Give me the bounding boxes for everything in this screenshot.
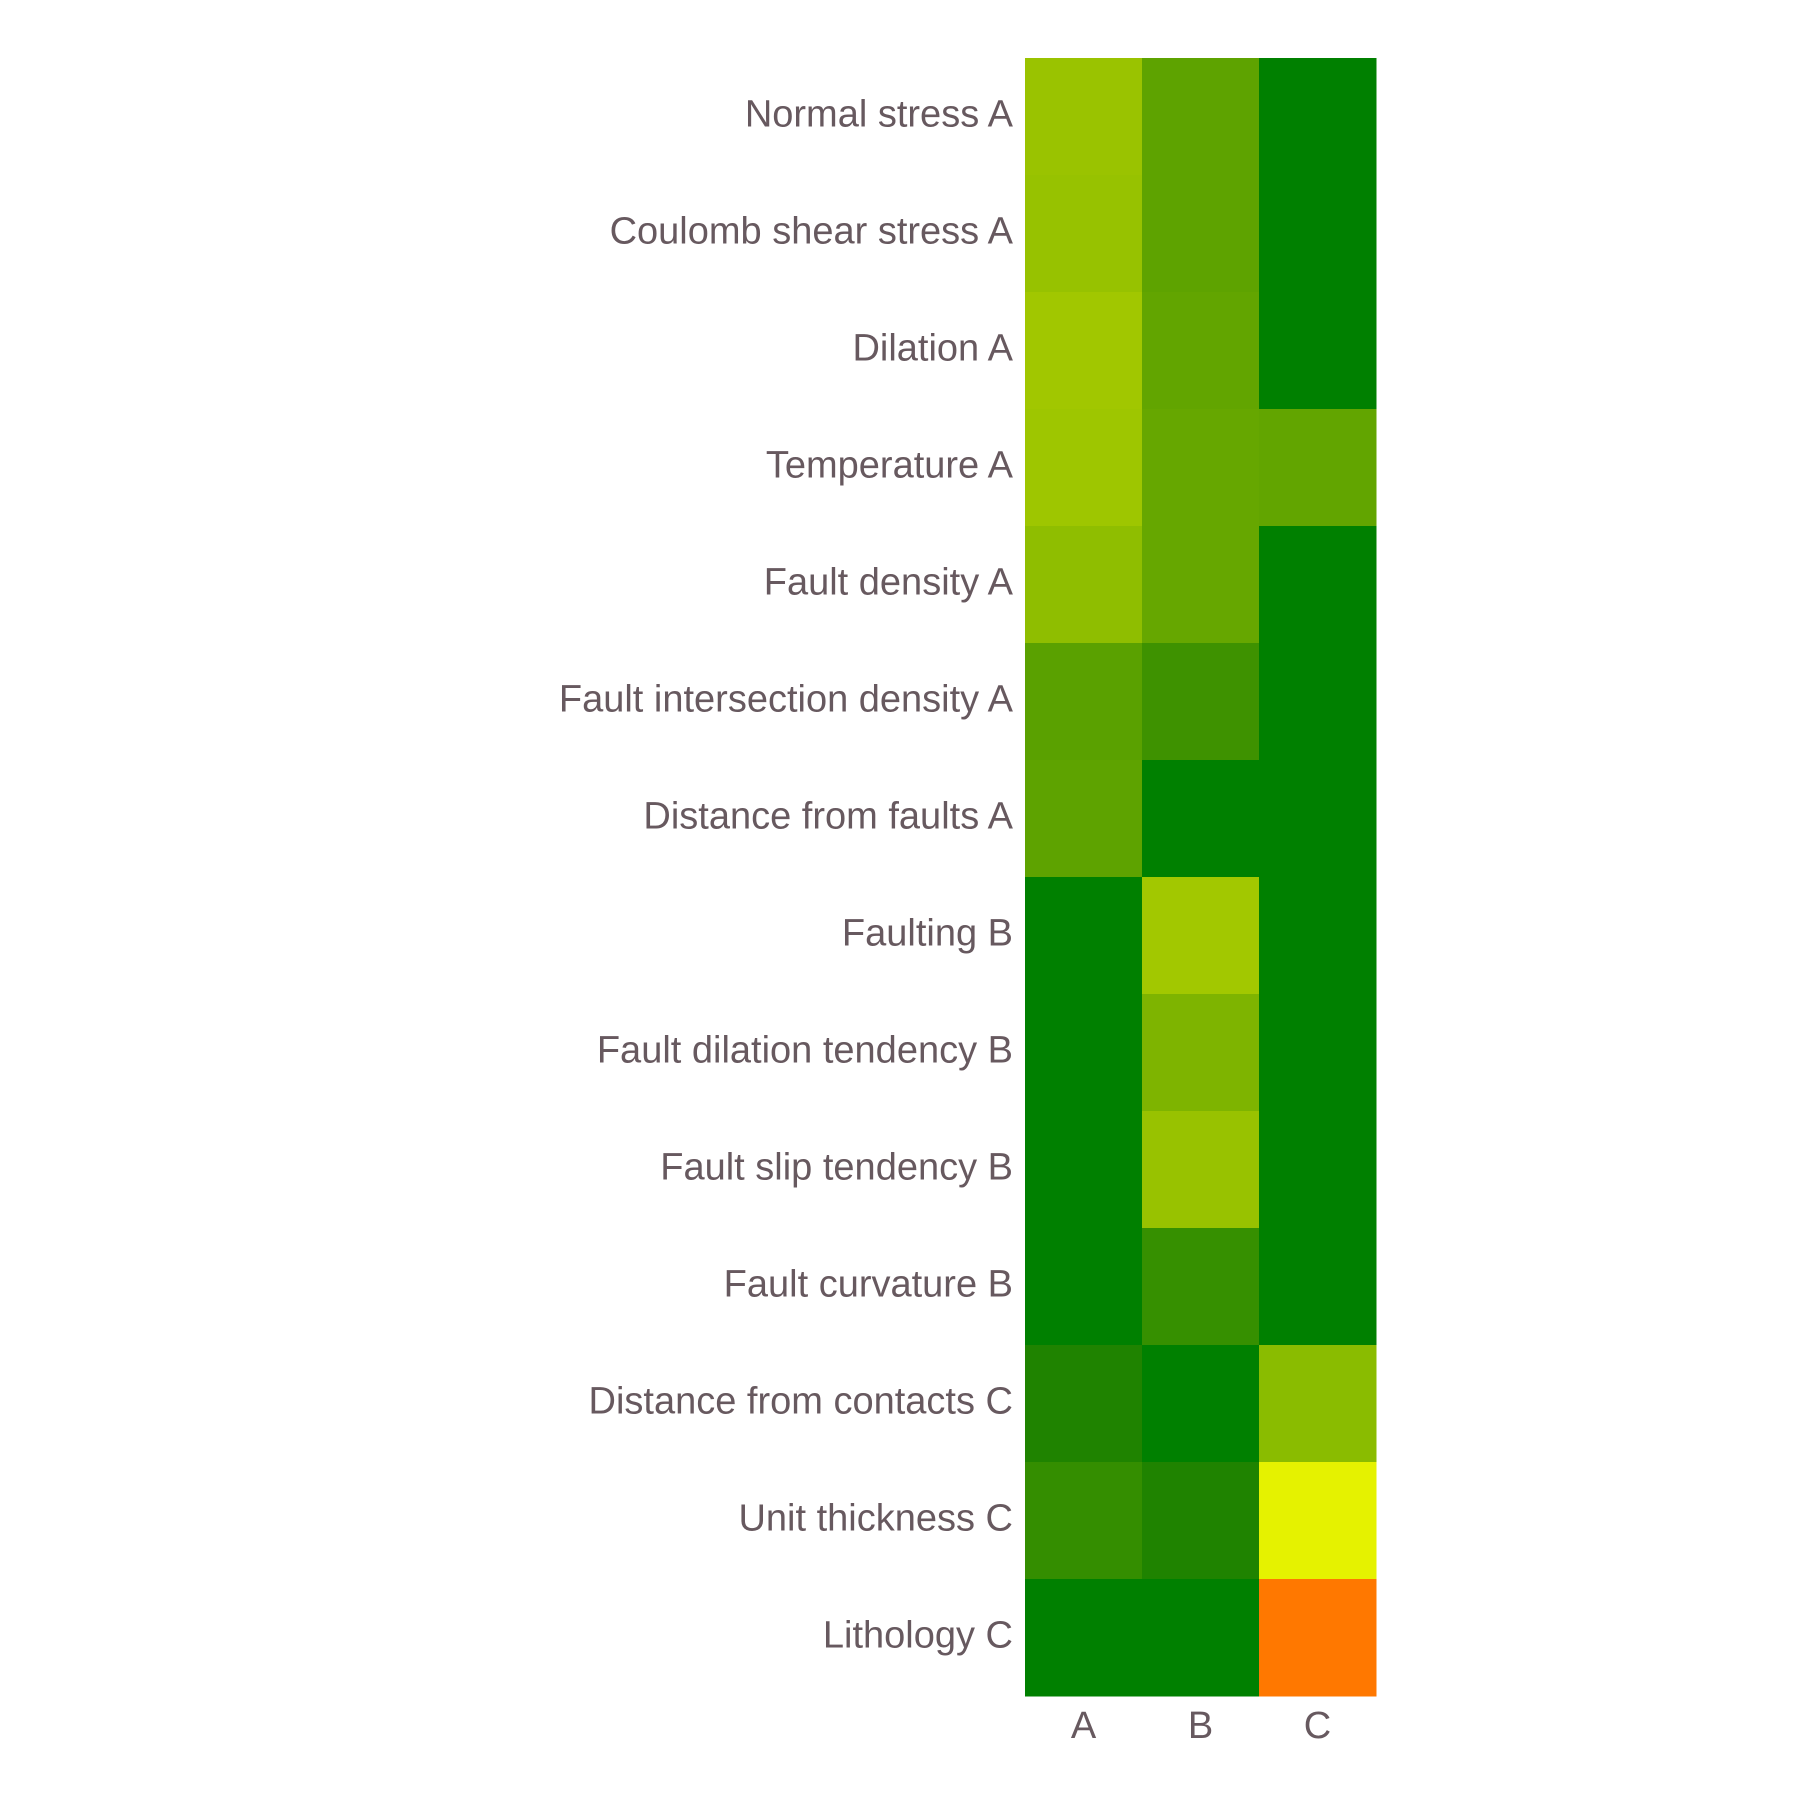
heatmap-cell: [1259, 526, 1377, 644]
heatmap-cell: [1142, 760, 1260, 878]
heatmap-cell: [1025, 1345, 1143, 1463]
heatmap-cell: [1259, 877, 1377, 995]
heatmap-cell: [1259, 1111, 1377, 1229]
heatmap-cell: [1259, 58, 1377, 176]
row-label: Fault slip tendency B: [660, 1147, 1013, 1189]
heatmap-cell: [1142, 1462, 1260, 1580]
row-label: Normal stress A: [745, 94, 1014, 136]
heatmap-cell: [1142, 643, 1260, 761]
heatmap-cell: [1142, 1111, 1260, 1229]
heatmap-cell: [1142, 877, 1260, 995]
heatmap-cell: [1025, 292, 1143, 410]
heatmap-cell: [1025, 175, 1143, 293]
column-label: A: [1071, 1705, 1097, 1747]
row-label: Faulting B: [842, 913, 1013, 955]
heatmap-cell: [1025, 1111, 1143, 1229]
row-label: Fault intersection density A: [559, 679, 1014, 721]
heatmap-cell: [1142, 994, 1260, 1112]
heatmap-cell: [1142, 1579, 1260, 1697]
heatmap-cell: [1025, 877, 1143, 995]
row-label: Distance from contacts C: [589, 1381, 1013, 1423]
row-label: Unit thickness C: [738, 1498, 1013, 1540]
row-label: Fault curvature B: [724, 1264, 1013, 1306]
heatmap-cell: [1025, 58, 1143, 176]
heatmap-cell: [1025, 1462, 1143, 1580]
heatmap-cell: [1025, 643, 1143, 761]
column-label: C: [1304, 1705, 1331, 1747]
row-label: Fault dilation tendency B: [597, 1030, 1013, 1072]
heatmap-cell: [1025, 760, 1143, 878]
heatmap-cell: [1142, 175, 1260, 293]
heatmap-cell: [1142, 409, 1260, 527]
heatmap-cell: [1259, 175, 1377, 293]
heatmap-cell: [1142, 1228, 1260, 1346]
heatmap-cell: [1142, 292, 1260, 410]
row-label: Dilation A: [852, 328, 1013, 370]
column-label: B: [1188, 1705, 1213, 1747]
heatmap-cell: [1142, 58, 1260, 176]
heatmap-cell: [1025, 409, 1143, 527]
heatmap-cell: [1259, 1345, 1377, 1463]
heatmap-cell: [1259, 1579, 1377, 1697]
heatmap-cell: [1025, 526, 1143, 644]
heatmap-cells: [1025, 58, 1377, 1697]
heatmap-cell: [1142, 1345, 1260, 1463]
column-labels: A B C: [1071, 1705, 1331, 1747]
row-label: Fault density A: [764, 562, 1014, 604]
heatmap-cell: [1025, 994, 1143, 1112]
heatmap-cell: [1259, 292, 1377, 410]
heatmap-cell: [1259, 643, 1377, 761]
heatmap-cell: [1025, 1579, 1143, 1697]
row-label: Lithology C: [823, 1615, 1013, 1657]
row-label: Distance from faults A: [643, 796, 1013, 838]
heatmap-cell: [1142, 526, 1260, 644]
heatmap-cell: [1259, 1462, 1377, 1580]
row-label: Temperature A: [766, 445, 1014, 487]
heatmap-cell: [1259, 994, 1377, 1112]
heatmap-cell: [1025, 1228, 1143, 1346]
row-label: Coulomb shear stress A: [610, 211, 1014, 253]
row-labels: Normal stress A Coulomb shear stress A Dil…: [559, 94, 1014, 1657]
heatmap-cell: [1259, 409, 1377, 527]
heatmap-cell: [1259, 760, 1377, 878]
heatmap-cell: [1259, 1228, 1377, 1346]
